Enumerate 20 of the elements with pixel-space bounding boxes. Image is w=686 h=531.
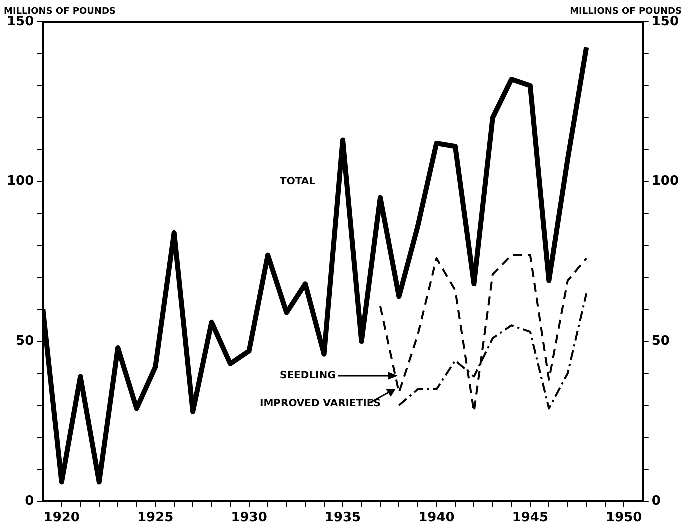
x-tick-label: 1935 (324, 510, 362, 526)
y2-tick-label: 100 (652, 174, 680, 190)
annotation: TOTAL (280, 176, 316, 188)
y-tick-label: 150 (6, 14, 34, 30)
y2-tick-label: 150 (652, 14, 680, 30)
annotation: SEEDLING (280, 370, 336, 382)
y2-tick-label: 0 (652, 494, 661, 509)
y2-axis-title: MILLIONS OF POUNDS (570, 6, 682, 17)
y-tick-label: 100 (6, 174, 34, 190)
x-tick-label: 1925 (137, 510, 174, 526)
y2-tick-label: 50 (652, 334, 670, 349)
x-tick-label: 1940 (418, 510, 455, 526)
x-tick-label: 1950 (606, 510, 642, 526)
x-tick-label: 1930 (231, 510, 268, 526)
x-tick-label: 1945 (512, 510, 549, 526)
y-tick-label: 0 (25, 494, 34, 509)
x-tick-label: 1920 (44, 510, 80, 526)
y-tick-label: 50 (16, 334, 34, 349)
annotation: IMPROVED VARIETIES (260, 398, 381, 410)
y-axis-title: MILLIONS OF POUNDS (4, 6, 116, 17)
